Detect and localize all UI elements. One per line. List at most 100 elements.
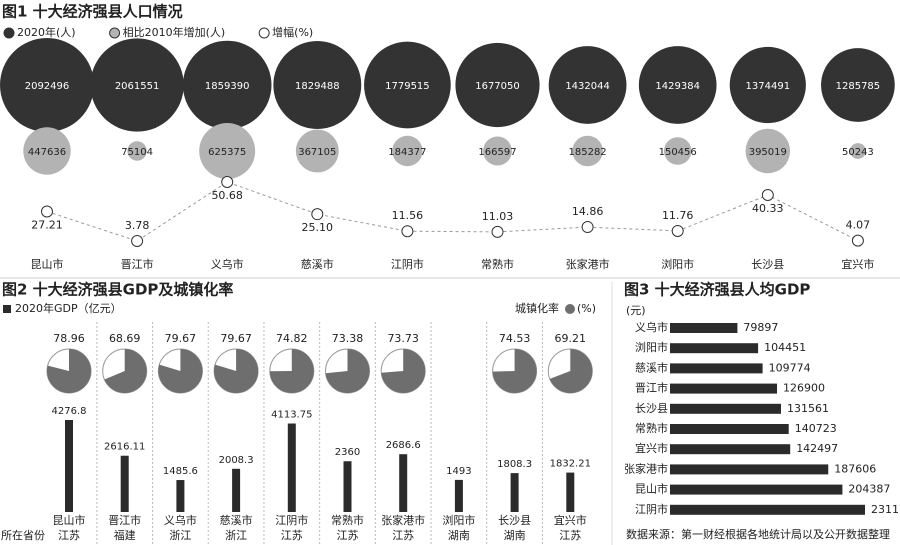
province-label: 浙江 bbox=[225, 529, 247, 542]
population-bubble bbox=[273, 41, 362, 129]
x-tick-label: 常熟市 bbox=[481, 257, 514, 271]
bar bbox=[176, 480, 185, 512]
bar bbox=[566, 472, 575, 512]
x-tick-label: 长沙县 bbox=[751, 258, 784, 271]
pie-label: 79.67 bbox=[165, 332, 197, 345]
legend-label: 2020年(人) bbox=[17, 25, 76, 39]
x-tick-label: 常熟市 bbox=[331, 513, 364, 527]
bubble-label: 1429384 bbox=[655, 81, 700, 92]
bubble-label: 1374491 bbox=[746, 81, 791, 92]
increase-bubble bbox=[745, 128, 791, 174]
bar bbox=[399, 454, 408, 512]
chart-title: 图1 十大经济强县人口情况 bbox=[2, 3, 183, 21]
growth-label: 3.78 bbox=[125, 219, 150, 232]
bar bbox=[670, 504, 865, 515]
bar bbox=[343, 461, 352, 512]
legend-marker bbox=[258, 27, 270, 39]
bar bbox=[287, 423, 296, 512]
growth-label: 4.07 bbox=[846, 219, 871, 232]
x-tick-label: 晋江市 bbox=[121, 257, 154, 271]
bar bbox=[670, 484, 843, 495]
bar-label: 104451 bbox=[764, 341, 806, 354]
bubble-label: 1285785 bbox=[836, 81, 881, 92]
pie-slice bbox=[549, 349, 593, 394]
population-bubble bbox=[90, 38, 184, 132]
bubble-label: 395019 bbox=[749, 147, 787, 158]
bar-label: 4276.8 bbox=[52, 406, 87, 417]
bar bbox=[120, 455, 129, 512]
chart-title: 图2 十大经济强县GDP及城镇化率 bbox=[2, 281, 233, 299]
legend-marker bbox=[109, 27, 121, 39]
x-tick-label: 张家港市 bbox=[381, 513, 425, 527]
bar-label: 2686.6 bbox=[386, 440, 421, 451]
row-label: 所在省份 bbox=[1, 529, 45, 542]
population-bubble bbox=[455, 42, 540, 128]
bar bbox=[232, 468, 241, 512]
y-tick-label: 昆山市 bbox=[635, 482, 668, 496]
source-note: 数据来源：第一财经根据各地统计局以及公开数据整理 bbox=[626, 527, 890, 541]
growth-point bbox=[491, 225, 504, 238]
x-tick-label: 浏阳市 bbox=[442, 513, 475, 527]
bar-label: 4113.75 bbox=[271, 410, 312, 421]
growth-point bbox=[131, 235, 144, 247]
bar bbox=[65, 420, 73, 512]
y-tick-label: 张家港市 bbox=[624, 461, 668, 475]
bar-label: 2616.11 bbox=[104, 442, 145, 453]
bar bbox=[670, 383, 778, 394]
bar-label: 126900 bbox=[783, 382, 825, 395]
growth-point bbox=[581, 221, 594, 234]
pie-label: 73.38 bbox=[332, 332, 364, 345]
population-bubble bbox=[182, 40, 272, 130]
bar-label: 231173 bbox=[871, 503, 900, 516]
bubble-label: 1432044 bbox=[565, 81, 610, 92]
x-tick-label: 慈溪市 bbox=[220, 513, 253, 527]
increase-bubble bbox=[23, 127, 71, 175]
x-tick-label: 晋江市 bbox=[108, 513, 141, 527]
x-tick-label: 宜兴市 bbox=[841, 257, 874, 271]
bar-label: 109774 bbox=[769, 361, 811, 374]
province-label: 江苏 bbox=[58, 529, 80, 542]
province-label: 浙江 bbox=[169, 529, 191, 542]
growth-point bbox=[401, 225, 414, 238]
province-label: 江苏 bbox=[337, 529, 359, 542]
pie-slice bbox=[104, 349, 147, 394]
province-label: 湖南 bbox=[504, 529, 526, 542]
bar bbox=[670, 464, 829, 475]
bar bbox=[670, 323, 738, 333]
y-tick-label: 义乌市 bbox=[635, 320, 668, 334]
y-tick-label: 长沙县 bbox=[635, 402, 668, 415]
y-tick-label: 宜兴市 bbox=[635, 441, 668, 455]
population-bubble bbox=[638, 46, 717, 124]
bar bbox=[670, 444, 791, 455]
increase-bubble bbox=[663, 137, 692, 165]
legend-marker bbox=[3, 305, 11, 313]
bubble-label: 1829488 bbox=[295, 81, 340, 92]
bar bbox=[670, 363, 763, 374]
legend-label: 2020年GDP（亿元） bbox=[15, 301, 122, 315]
bubble-label: 1677050 bbox=[475, 81, 520, 92]
bubble-label: 625375 bbox=[208, 147, 246, 158]
y-tick-label: 浏阳市 bbox=[635, 340, 668, 354]
x-tick-label: 义乌市 bbox=[211, 257, 244, 271]
legend-label: (%) bbox=[577, 302, 596, 315]
x-tick-label: 张家港市 bbox=[566, 257, 610, 271]
legend-label: 增幅(%) bbox=[272, 25, 313, 39]
province-label: 江苏 bbox=[281, 529, 303, 542]
growth-label: 14.86 bbox=[572, 205, 604, 218]
bar bbox=[670, 343, 759, 354]
bubble-label: 166597 bbox=[478, 147, 516, 158]
bar-label: 2008.3 bbox=[219, 455, 254, 466]
pie-label: 74.82 bbox=[276, 332, 308, 345]
increase-bubble bbox=[392, 135, 423, 167]
y-tick-label: 常熟市 bbox=[635, 421, 668, 435]
x-tick-label: 江阴市 bbox=[275, 513, 308, 527]
growth-label: 11.03 bbox=[482, 210, 514, 223]
bar-label: 1832.21 bbox=[550, 459, 591, 470]
bubble-label: 1779515 bbox=[385, 81, 430, 92]
increase-bubble bbox=[199, 123, 256, 179]
y-tick-label: 晋江市 bbox=[635, 381, 668, 395]
x-tick-label: 宜兴市 bbox=[554, 513, 587, 527]
bar bbox=[670, 424, 789, 434]
growth-point bbox=[761, 189, 774, 202]
